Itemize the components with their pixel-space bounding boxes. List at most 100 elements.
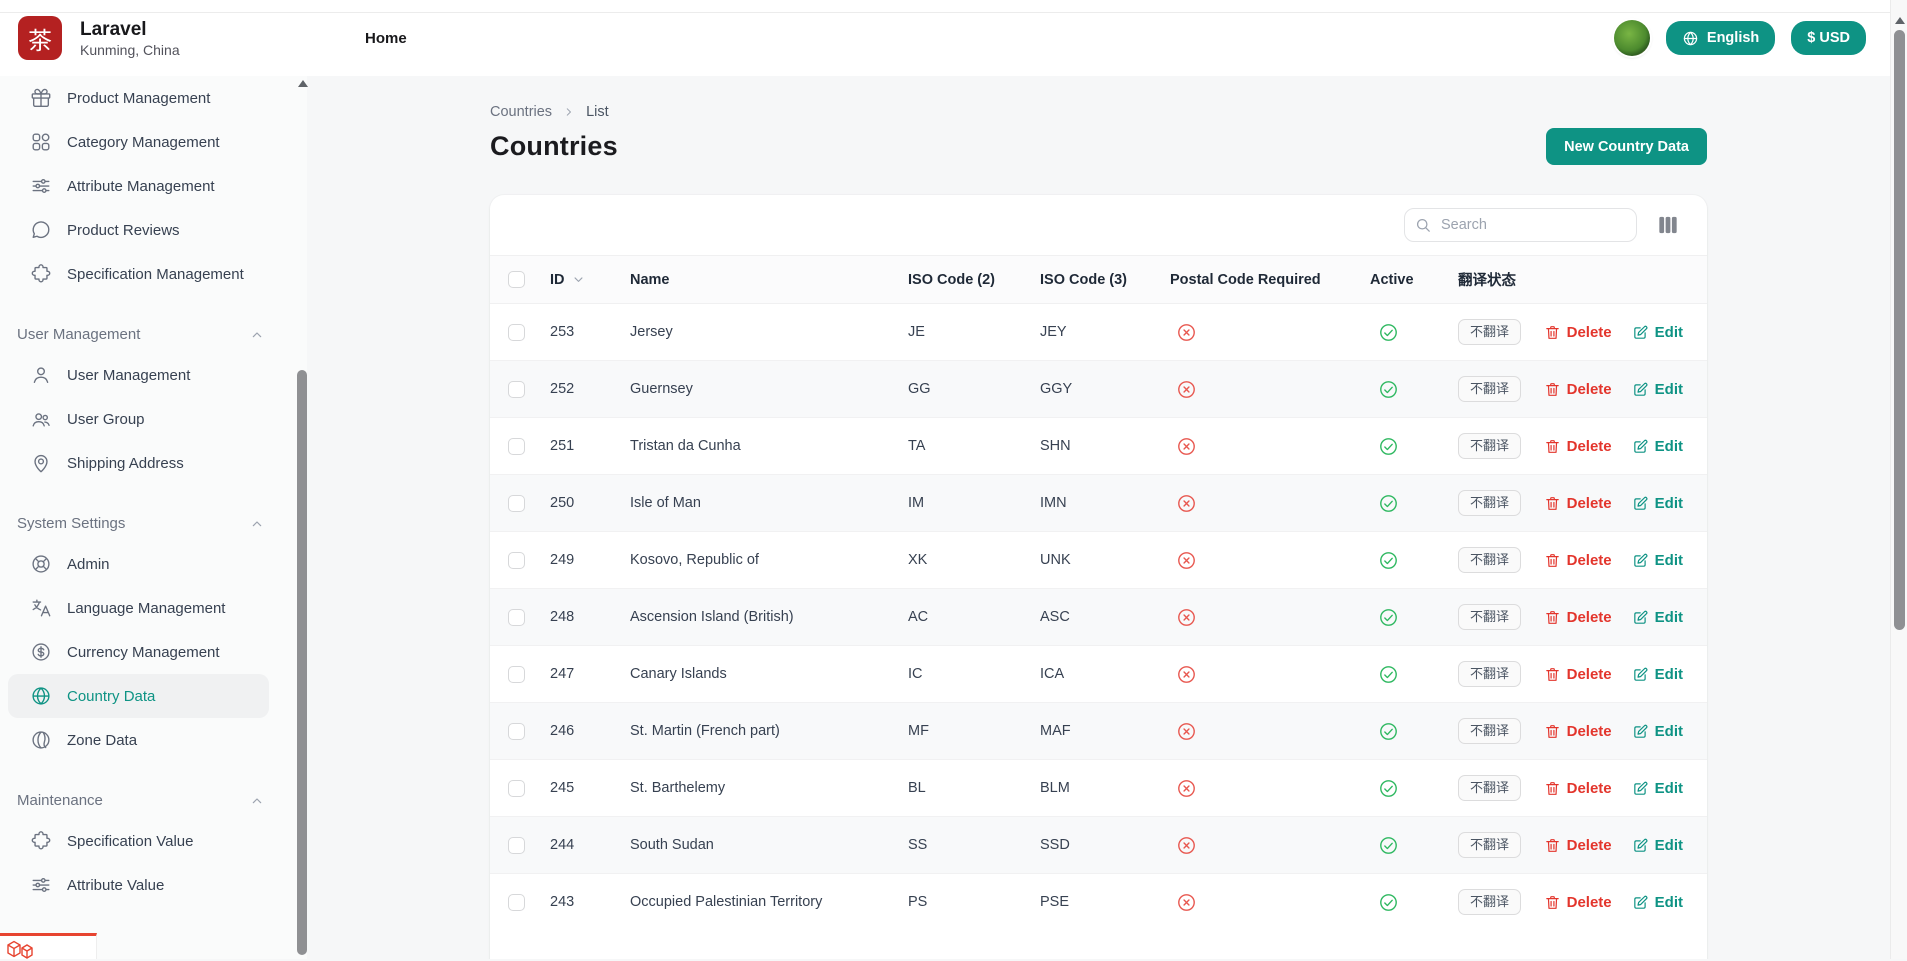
edit-icon bbox=[1632, 438, 1649, 455]
edit-button[interactable]: Edit bbox=[1632, 609, 1683, 626]
row-checkbox[interactable] bbox=[508, 609, 525, 626]
page-scroll-up-arrow[interactable] bbox=[1895, 17, 1905, 24]
row-checkbox[interactable] bbox=[508, 723, 525, 740]
brand: 茶 Laravel Kunming, China bbox=[0, 16, 307, 60]
sidebar-item-user-management[interactable]: User Management bbox=[8, 353, 269, 397]
sidebar-section-header[interactable]: System Settings bbox=[0, 515, 281, 542]
language-button[interactable]: English bbox=[1666, 21, 1775, 55]
edit-button[interactable]: Edit bbox=[1632, 723, 1683, 740]
edit-button[interactable]: Edit bbox=[1632, 780, 1683, 797]
delete-button[interactable]: Delete bbox=[1544, 666, 1612, 683]
edit-icon bbox=[1632, 780, 1649, 797]
delete-button[interactable]: Delete bbox=[1544, 438, 1612, 455]
avatar[interactable] bbox=[1614, 20, 1650, 56]
trash-icon bbox=[1544, 495, 1561, 512]
translate-icon bbox=[30, 597, 52, 619]
edit-button[interactable]: Edit bbox=[1632, 381, 1683, 398]
cell-id: 246 bbox=[550, 703, 630, 760]
sidebar-item-label: User Group bbox=[67, 411, 145, 428]
column-header-翻译状态: 翻译状态 bbox=[1458, 256, 1558, 304]
sidebar-section-header[interactable]: User Management bbox=[0, 326, 281, 353]
delete-button[interactable]: Delete bbox=[1544, 324, 1612, 341]
columns-toggle-button[interactable] bbox=[1655, 212, 1681, 238]
delete-button[interactable]: Delete bbox=[1544, 609, 1612, 626]
column-header-postal-code-required: Postal Code Required bbox=[1170, 256, 1370, 304]
row-checkbox[interactable] bbox=[508, 552, 525, 569]
circle-check-icon bbox=[1378, 322, 1399, 343]
sidebar-item-attribute-value[interactable]: Attribute Value bbox=[8, 863, 269, 907]
user-icon bbox=[30, 364, 52, 386]
sidebar-item-zone-data[interactable]: Zone Data bbox=[8, 718, 269, 762]
edit-icon bbox=[1632, 324, 1649, 341]
sidebar-item-admin[interactable]: Admin bbox=[8, 542, 269, 586]
home-link[interactable]: Home bbox=[365, 30, 407, 47]
row-checkbox[interactable] bbox=[508, 894, 525, 911]
cell-id: 253 bbox=[550, 304, 630, 361]
sidebar-item-label: Zone Data bbox=[67, 732, 137, 749]
delete-button[interactable]: Delete bbox=[1544, 495, 1612, 512]
edit-button[interactable]: Edit bbox=[1632, 837, 1683, 854]
edit-button[interactable]: Edit bbox=[1632, 324, 1683, 341]
sidebar-item-language-management[interactable]: Language Management bbox=[8, 586, 269, 630]
breadcrumb-item-countries[interactable]: Countries bbox=[490, 104, 552, 120]
delete-button[interactable]: Delete bbox=[1544, 552, 1612, 569]
page-scrollbar[interactable] bbox=[1890, 0, 1907, 959]
page-scrollbar-thumb[interactable] bbox=[1894, 30, 1905, 630]
new-country-data-button[interactable]: New Country Data bbox=[1546, 128, 1707, 165]
edit-label: Edit bbox=[1655, 894, 1683, 911]
delete-button[interactable]: Delete bbox=[1544, 894, 1612, 911]
sidebar-item-label: User Management bbox=[67, 367, 190, 384]
sidebar-item-label: Specification Management bbox=[67, 266, 244, 283]
chevron-up-icon bbox=[249, 327, 265, 343]
sidebar-item-attribute-management[interactable]: Attribute Management bbox=[8, 164, 269, 208]
sidebar-item-specification-value[interactable]: Specification Value bbox=[8, 819, 269, 863]
sidebar-item-shipping-address[interactable]: Shipping Address bbox=[8, 441, 269, 485]
translation-status-badge: 不翻译 bbox=[1458, 490, 1521, 516]
sidebar-item-user-group[interactable]: User Group bbox=[8, 397, 269, 441]
chevron-up-icon bbox=[249, 516, 265, 532]
sidebar-item-specification-management[interactable]: Specification Management bbox=[8, 252, 269, 296]
sidebar-item-currency-management[interactable]: Currency Management bbox=[8, 630, 269, 674]
row-checkbox[interactable] bbox=[508, 495, 525, 512]
column-header-label: ID bbox=[550, 272, 565, 288]
trash-icon bbox=[1544, 552, 1561, 569]
row-checkbox[interactable] bbox=[508, 780, 525, 797]
sidebar-scrollbar-thumb[interactable] bbox=[297, 370, 307, 955]
currency-button[interactable]: $ USD bbox=[1791, 21, 1866, 55]
debugbar-toggle[interactable] bbox=[0, 933, 97, 959]
cell-iso2: MF bbox=[908, 703, 1040, 760]
chat-bubble-icon bbox=[30, 219, 52, 241]
edit-button[interactable]: Edit bbox=[1632, 495, 1683, 512]
sidebar-item-country-data[interactable]: Country Data bbox=[8, 674, 269, 718]
delete-button[interactable]: Delete bbox=[1544, 723, 1612, 740]
sidebar-item-category-management[interactable]: Category Management bbox=[8, 120, 269, 164]
language-button-label: English bbox=[1707, 30, 1759, 46]
edit-button[interactable]: Edit bbox=[1632, 552, 1683, 569]
delete-button[interactable]: Delete bbox=[1544, 780, 1612, 797]
sidebar-item-label: Product Reviews bbox=[67, 222, 180, 239]
edit-button[interactable]: Edit bbox=[1632, 894, 1683, 911]
sidebar-section-header[interactable]: Maintenance bbox=[0, 792, 281, 819]
translation-status-badge: 不翻译 bbox=[1458, 319, 1521, 345]
delete-button[interactable]: Delete bbox=[1544, 381, 1612, 398]
edit-label: Edit bbox=[1655, 552, 1683, 569]
sidebar-scrollbar[interactable] bbox=[296, 76, 309, 959]
edit-button[interactable]: Edit bbox=[1632, 666, 1683, 683]
row-checkbox[interactable] bbox=[508, 666, 525, 683]
row-checkbox[interactable] bbox=[508, 837, 525, 854]
sidebar-item-product-management[interactable]: Product Management bbox=[8, 76, 269, 120]
row-checkbox[interactable] bbox=[508, 438, 525, 455]
cell-name: South Sudan bbox=[630, 817, 908, 874]
delete-button[interactable]: Delete bbox=[1544, 837, 1612, 854]
row-checkbox[interactable] bbox=[508, 381, 525, 398]
edit-button[interactable]: Edit bbox=[1632, 438, 1683, 455]
sidebar-scroll-up-arrow[interactable] bbox=[298, 80, 308, 87]
edit-label: Edit bbox=[1655, 609, 1683, 626]
column-header-id[interactable]: ID bbox=[550, 256, 630, 304]
row-checkbox[interactable] bbox=[508, 324, 525, 341]
select-all-checkbox[interactable] bbox=[508, 271, 525, 288]
sidebar-section-label: User Management bbox=[17, 326, 140, 343]
sidebar-item-product-reviews[interactable]: Product Reviews bbox=[8, 208, 269, 252]
search-input[interactable] bbox=[1404, 208, 1637, 242]
